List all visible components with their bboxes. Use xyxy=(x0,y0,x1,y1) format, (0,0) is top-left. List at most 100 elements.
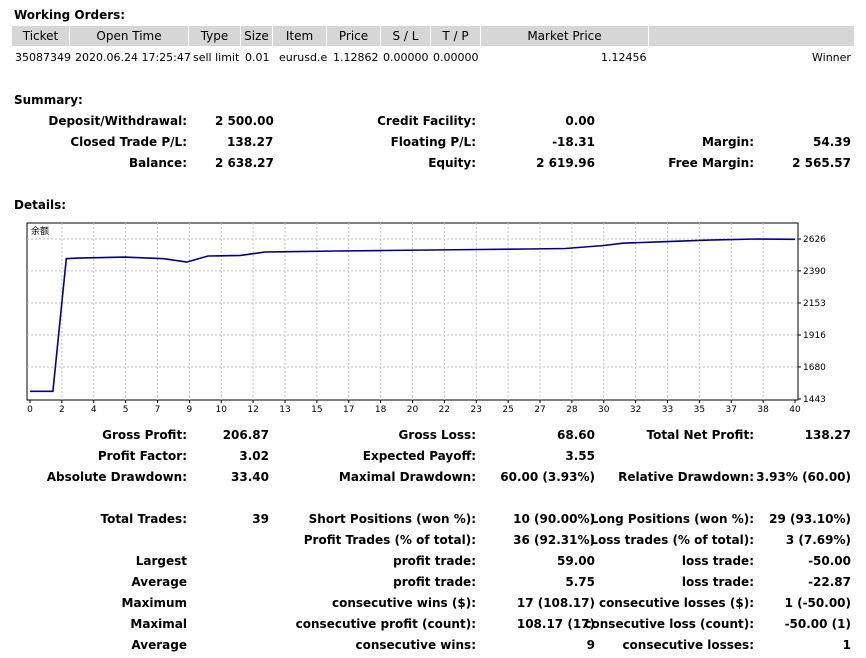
x-tick-label: 38 xyxy=(757,405,769,415)
gross-profit-value: 206.87 xyxy=(222,428,269,442)
avg-consecutive-wins-value: 9 xyxy=(586,638,595,652)
maximal-drawdown-label: Maximal Drawdown: xyxy=(338,470,476,484)
free-margin-value: 2 565.57 xyxy=(792,156,851,170)
y-tick-label: 1680 xyxy=(803,363,826,373)
y-tick-label: 1916 xyxy=(803,331,826,341)
x-tick-label: 40 xyxy=(789,405,801,415)
largest-profit-label: profit trade: xyxy=(393,554,476,568)
x-tick-label: 13 xyxy=(279,405,290,415)
floating-pl-label: Floating P/L: xyxy=(390,135,476,149)
x-tick-label: 32 xyxy=(630,405,641,415)
order-market-price: 1.12456 xyxy=(601,51,647,64)
col-item[interactable]: Item xyxy=(273,26,327,46)
col-size[interactable]: Size xyxy=(241,26,273,46)
margin-label: Margin: xyxy=(701,135,754,149)
total-net-profit-label: Total Net Profit: xyxy=(646,428,754,442)
maximal-loss-value: -50.00 (1) xyxy=(784,617,851,631)
maximal-loss-label: consecutive loss (count): xyxy=(584,617,754,631)
balance-line xyxy=(30,238,796,393)
col-comment xyxy=(649,26,854,46)
relative-drawdown-value: 3.93% (60.00) xyxy=(756,470,851,484)
x-tick-label: 10 xyxy=(216,405,228,415)
relative-drawdown-label: Relative Drawdown: xyxy=(618,470,754,484)
deposit-label: Deposit/Withdrawal: xyxy=(48,114,187,128)
loss-trades-label: Loss trades (% of total): xyxy=(590,533,754,547)
x-tick-label: 20 xyxy=(407,405,419,415)
largest-loss-label: loss trade: xyxy=(681,554,754,568)
equity-label: Equity: xyxy=(428,156,476,170)
x-tick-label: 27 xyxy=(534,405,545,415)
x-tick-label: 33 xyxy=(662,405,673,415)
avg-consecutive-losses-value: 1 xyxy=(842,638,851,652)
short-positions-value: 10 (90.00%) xyxy=(513,512,595,526)
total-trades-label: Total Trades: xyxy=(100,512,187,526)
margin-value: 54.39 xyxy=(813,135,851,149)
balance-value: 2 638.27 xyxy=(215,156,274,170)
profit-factor-value: 3.02 xyxy=(239,449,269,463)
col-ticket[interactable]: Ticket xyxy=(12,26,70,46)
profit-trades-value: 36 (92.31%) xyxy=(513,533,595,547)
closed-pl-value: 138.27 xyxy=(227,135,274,149)
average-profit-value: 5.75 xyxy=(565,575,595,589)
col-market-price[interactable]: Market Price xyxy=(481,26,649,46)
col-open-time[interactable]: Open Time xyxy=(70,26,189,46)
expected-payoff-value: 3.55 xyxy=(565,449,595,463)
profit-factor-label: Profit Factor: xyxy=(97,449,187,463)
avg-consecutive-losses-label: consecutive losses: xyxy=(622,638,754,652)
floating-pl-value: -18.31 xyxy=(552,135,595,149)
col-price[interactable]: Price xyxy=(327,26,381,46)
summary-title: Summary: xyxy=(14,93,83,107)
x-tick-label: 37 xyxy=(726,405,737,415)
working-orders-title: Working Orders: xyxy=(14,8,126,22)
largest-profit-value: 59.00 xyxy=(557,554,595,568)
closed-pl-label: Closed Trade P/L: xyxy=(70,135,187,149)
credit-label: Credit Facility: xyxy=(377,114,476,128)
largest-loss-value: -50.00 xyxy=(808,554,851,568)
col-type[interactable]: Type xyxy=(189,26,241,46)
details-title: Details: xyxy=(14,198,67,212)
balance-chart: 2626 2390 2153 1916 1680 1443 0 2 4 5 7 9 10 12 13 15 17… xyxy=(26,222,826,415)
absolute-drawdown-label: Absolute Drawdown: xyxy=(46,470,187,484)
average-consecutive-label: Average xyxy=(131,638,187,652)
x-tick-label: 15 xyxy=(311,405,322,415)
x-tick-label: 12 xyxy=(247,405,258,415)
maximal-drawdown-value: 60.00 (3.93%) xyxy=(500,470,595,484)
y-tick-label: 1443 xyxy=(803,395,826,405)
credit-value: 0.00 xyxy=(565,114,595,128)
order-sl: 0.00000 xyxy=(383,51,429,64)
profit-trades-label: Profit Trades (% of total): xyxy=(303,533,476,547)
max-consecutive-losses-value: 1 (-50.00) xyxy=(784,596,851,610)
max-consecutive-wins-value: 17 (108.17) xyxy=(516,596,595,610)
x-tick-label: 25 xyxy=(502,405,513,415)
order-size: 0.01 xyxy=(245,51,270,64)
average-label: Average xyxy=(131,575,187,589)
order-open-time: 2020.06.24 17:25:47 xyxy=(75,51,191,64)
equity-value: 2 619.96 xyxy=(536,156,595,170)
avg-consecutive-wins-label: consecutive wins: xyxy=(355,638,476,652)
total-net-profit-value: 138.27 xyxy=(804,428,851,442)
x-tick-label: 22 xyxy=(439,405,450,415)
average-loss-value: -22.87 xyxy=(808,575,851,589)
expected-payoff-label: Expected Payoff: xyxy=(362,449,476,463)
maximum-label: Maximum xyxy=(121,596,187,610)
deposit-value: 2 500.00 xyxy=(215,114,274,128)
absolute-drawdown-value: 33.40 xyxy=(231,470,269,484)
y-tick-label: 2153 xyxy=(803,299,826,309)
x-tick-label: 0 xyxy=(27,405,33,415)
col-sl[interactable]: S / L xyxy=(381,26,431,46)
loss-trades-value: 3 (7.69%) xyxy=(785,533,851,547)
order-comment: Winner xyxy=(812,51,851,64)
order-tp: 0.00000 xyxy=(433,51,479,64)
x-tick-label: 9 xyxy=(187,405,193,415)
short-positions-label: Short Positions (won %): xyxy=(308,512,476,526)
order-price: 1.12862 xyxy=(333,51,379,64)
balance-label: Balance: xyxy=(128,156,187,170)
maximal-profit-value: 108.17 (17) xyxy=(516,617,595,631)
order-ticket: 35087349 xyxy=(15,51,71,64)
x-tick-label: 5 xyxy=(123,405,129,415)
y-tick-label: 2626 xyxy=(803,235,826,245)
col-tp[interactable]: T / P xyxy=(431,26,481,46)
x-tick-label: 23 xyxy=(471,405,482,415)
maximal-label: Maximal xyxy=(130,617,187,631)
x-tick-label: 7 xyxy=(155,405,161,415)
